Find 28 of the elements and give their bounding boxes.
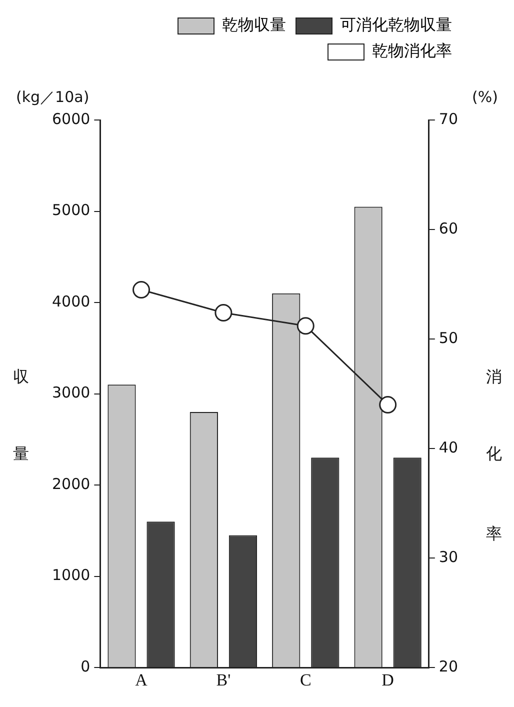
x-tick-label: A xyxy=(135,670,148,690)
y-tick-label: 2000 xyxy=(52,474,90,493)
y2-tick-label: 70 xyxy=(438,110,458,128)
y-tick-label: 4000 xyxy=(52,292,90,310)
y-tick-label: 6000 xyxy=(52,110,90,128)
text: (kg／10a) xyxy=(16,88,90,106)
legend-label: 乾物収量 xyxy=(222,15,286,34)
point xyxy=(214,304,232,322)
y2-tick-label: 30 xyxy=(438,548,458,566)
y-axis-title: 収量 xyxy=(12,354,32,511)
x-tick-label: D xyxy=(382,670,394,690)
point xyxy=(379,396,397,414)
y2-tick-label: 60 xyxy=(438,219,458,238)
point xyxy=(296,317,314,335)
legend-label: 可消化乾物収量 xyxy=(340,15,452,34)
text: (%) xyxy=(472,88,498,106)
x-tick-label: C xyxy=(300,670,312,690)
point xyxy=(132,281,150,299)
y-tick-label: 0 xyxy=(80,657,90,676)
legend-label: 乾物消化率 xyxy=(372,41,452,60)
y2-tick-label: 20 xyxy=(438,657,458,676)
y2-tick-label: 50 xyxy=(438,328,458,347)
y-tick-label: 1000 xyxy=(52,566,90,584)
y2-axis-title: 消化率 xyxy=(484,354,504,589)
x-tick-label: B' xyxy=(216,670,231,690)
y-tick-label: 3000 xyxy=(52,384,90,402)
y-tick-label: 5000 xyxy=(52,201,90,220)
y2-tick-label: 40 xyxy=(438,438,458,456)
